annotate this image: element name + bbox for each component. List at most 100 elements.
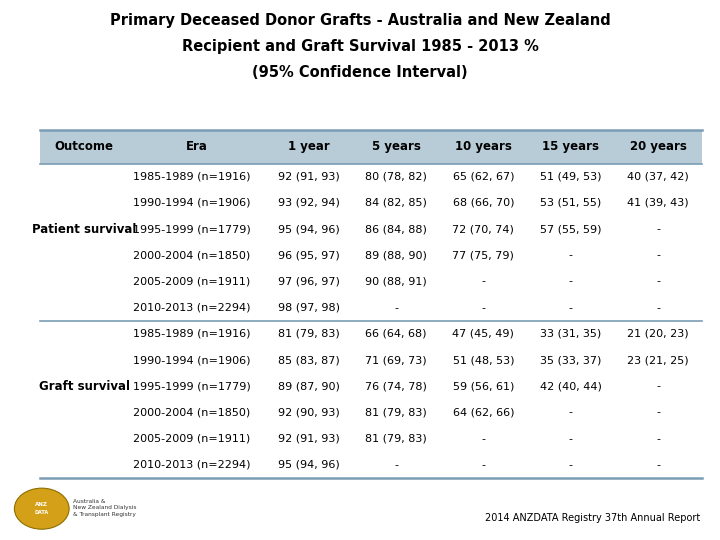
Bar [527,242,615,268]
Bar [40,347,129,373]
Text: Era: Era [186,140,208,153]
Text: -: - [657,224,660,234]
Text: 51 (48, 53): 51 (48, 53) [453,355,514,365]
Bar [352,164,440,190]
Bar [527,216,615,242]
Bar [615,426,702,452]
Text: 81 (79, 83): 81 (79, 83) [278,329,339,339]
Bar [40,400,129,426]
Text: 92 (90, 93): 92 (90, 93) [278,408,339,417]
Text: Australia &: Australia & [73,498,105,504]
Text: 1985-1989 (n=1916): 1985-1989 (n=1916) [132,172,250,182]
Text: 1995-1999 (n=1779): 1995-1999 (n=1779) [132,224,251,234]
Bar [440,347,527,373]
Text: 81 (79, 83): 81 (79, 83) [365,434,427,444]
Text: -: - [569,251,573,260]
Bar [265,216,352,242]
Bar [527,190,615,216]
Text: 2005-2009 (n=1911): 2005-2009 (n=1911) [132,434,250,444]
Text: 86 (84, 88): 86 (84, 88) [365,224,427,234]
Text: -: - [482,276,485,287]
Text: (95% Confidence Interval): (95% Confidence Interval) [252,65,468,80]
Text: 68 (66, 70): 68 (66, 70) [453,198,514,208]
Bar [265,347,352,373]
Bar [615,452,702,478]
Text: 2000-2004 (n=1850): 2000-2004 (n=1850) [132,251,250,260]
Bar [615,190,702,216]
Bar [40,242,129,268]
Bar [615,242,702,268]
Bar [129,164,265,190]
Text: -: - [482,303,485,313]
Text: 77 (75, 79): 77 (75, 79) [452,251,514,260]
Text: -: - [657,381,660,391]
Bar [129,426,265,452]
Text: 98 (97, 98): 98 (97, 98) [277,303,340,313]
Text: 33 (31, 35): 33 (31, 35) [540,329,601,339]
Bar [265,190,352,216]
Bar [265,452,352,478]
Bar [440,190,527,216]
Text: 80 (78, 82): 80 (78, 82) [365,172,427,182]
Bar [129,242,265,268]
Bar [352,242,440,268]
Text: & Transplant Registry: & Transplant Registry [73,511,135,517]
Text: 90 (88, 91): 90 (88, 91) [365,276,427,287]
Bar [129,268,265,295]
Bar [40,268,129,295]
Bar [527,347,615,373]
Bar [265,426,352,452]
Text: -: - [569,303,573,313]
Text: 2010-2013 (n=2294): 2010-2013 (n=2294) [132,460,250,470]
Text: 2010-2013 (n=2294): 2010-2013 (n=2294) [132,303,250,313]
Bar [352,295,440,321]
Text: 89 (87, 90): 89 (87, 90) [278,381,339,391]
Text: 96 (95, 97): 96 (95, 97) [278,251,339,260]
Circle shape [14,488,69,529]
Bar [129,347,265,373]
Bar [352,347,440,373]
Bar [265,164,352,190]
Text: 40 (37, 42): 40 (37, 42) [627,172,689,182]
Text: 10 years: 10 years [455,140,512,153]
Text: 1990-1994 (n=1906): 1990-1994 (n=1906) [132,355,250,365]
Bar [265,268,352,295]
Bar [40,321,129,347]
Text: 95 (94, 96): 95 (94, 96) [278,460,339,470]
Bar [352,321,440,347]
Text: 1985-1989 (n=1916): 1985-1989 (n=1916) [132,329,250,339]
Text: 21 (20, 23): 21 (20, 23) [627,329,689,339]
Bar [129,216,265,242]
Text: New Zealand Dialysis: New Zealand Dialysis [73,505,136,510]
Bar [265,400,352,426]
Text: -: - [482,460,485,470]
Text: 5 years: 5 years [372,140,420,153]
Text: -: - [569,460,573,470]
Bar [440,242,527,268]
Bar [40,164,129,190]
Bar [129,190,265,216]
Bar [615,347,702,373]
Bar [440,400,527,426]
Text: -: - [394,460,398,470]
Text: DATA: DATA [35,510,49,516]
Text: Recipient and Graft Survival 1985 - 2013 %: Recipient and Graft Survival 1985 - 2013… [181,39,539,55]
Bar [527,426,615,452]
Bar [352,216,440,242]
Text: -: - [569,434,573,444]
Text: 92 (91, 93): 92 (91, 93) [278,434,339,444]
Bar [40,130,702,164]
Text: 84 (82, 85): 84 (82, 85) [365,198,427,208]
Bar [40,190,129,216]
Bar [265,321,352,347]
Bar [352,373,440,400]
Text: ANZ: ANZ [35,502,48,507]
Bar [615,373,702,400]
Text: 64 (62, 66): 64 (62, 66) [453,408,514,417]
Text: 53 (51, 55): 53 (51, 55) [540,198,601,208]
Text: -: - [569,408,573,417]
Bar [352,426,440,452]
Text: 97 (96, 97): 97 (96, 97) [278,276,339,287]
Bar [527,268,615,295]
Text: Graft survival: Graft survival [39,380,130,393]
